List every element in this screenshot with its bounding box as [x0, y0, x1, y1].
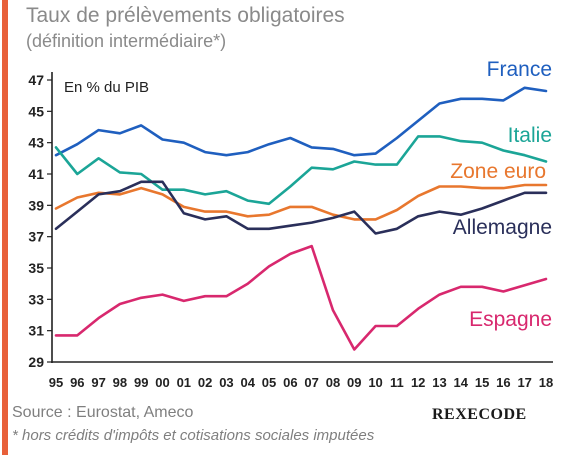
- y-tick-label: 47: [28, 72, 44, 88]
- y-tick-label: 29: [28, 354, 44, 370]
- x-tick-label: 98: [113, 375, 127, 390]
- chart-subtitle: (définition intermédiaire*): [26, 31, 227, 51]
- y-tick-label: 43: [28, 135, 44, 151]
- series-label-zone-euro: Zone euro: [450, 160, 546, 183]
- x-tick-label: 14: [454, 375, 469, 390]
- y-tick-label: 37: [28, 229, 44, 245]
- x-tick-label: 15: [475, 375, 489, 390]
- x-tick-label: 03: [219, 375, 233, 390]
- y-tick-label: 45: [28, 103, 44, 119]
- y-tick-label: 35: [28, 260, 44, 276]
- x-tick-label: 09: [347, 375, 361, 390]
- series-label-italie: Italie: [508, 124, 552, 147]
- x-tick-label: 01: [177, 375, 191, 390]
- x-tick-label: 99: [134, 375, 148, 390]
- x-tick-label: 06: [283, 375, 297, 390]
- x-tick-label: 02: [198, 375, 212, 390]
- x-tick-label: 08: [326, 375, 340, 390]
- y-tick-label: 39: [28, 197, 44, 213]
- chart-title: Taux de prélèvements obligatoires: [26, 4, 345, 27]
- brand-logo: REXECODE: [432, 406, 527, 423]
- x-tick-label: 17: [517, 375, 531, 390]
- y-tick-label: 41: [28, 166, 44, 182]
- source-note: Source : Eurostat, Ameco: [12, 404, 194, 421]
- y-tick-label: 31: [28, 323, 44, 339]
- x-tick-label: 97: [91, 375, 105, 390]
- series-line-espagne: [54, 244, 548, 351]
- y-tick-label: 33: [28, 291, 44, 307]
- series-label-france: France: [487, 58, 552, 81]
- series-line-france: [54, 86, 548, 157]
- x-tick-label: 10: [368, 375, 382, 390]
- x-tick-label: 00: [155, 375, 169, 390]
- x-tick-label: 04: [241, 375, 256, 390]
- accent-bar: [2, 0, 8, 455]
- x-tick-label: 11: [390, 375, 404, 390]
- x-tick-label: 05: [262, 375, 276, 390]
- series-line-zone-euro: [54, 183, 548, 221]
- footnote: * hors crédits d'impôts et cotisations s…: [12, 427, 375, 444]
- unit-label: En % du PIB: [64, 79, 149, 96]
- x-tick-label: 96: [70, 375, 84, 390]
- x-tick-label: 18: [539, 375, 553, 390]
- x-tick-label: 16: [496, 375, 510, 390]
- series-line-allemagne: [54, 180, 548, 235]
- series-line-italie: [54, 135, 548, 206]
- x-tick-label: 12: [411, 375, 425, 390]
- x-tick-label: 07: [304, 375, 318, 390]
- x-tick-label: 95: [49, 375, 63, 390]
- series-label-allemagne: Allemagne: [453, 216, 552, 239]
- x-tick-label: 13: [432, 375, 446, 390]
- series-label-espagne: Espagne: [469, 308, 552, 331]
